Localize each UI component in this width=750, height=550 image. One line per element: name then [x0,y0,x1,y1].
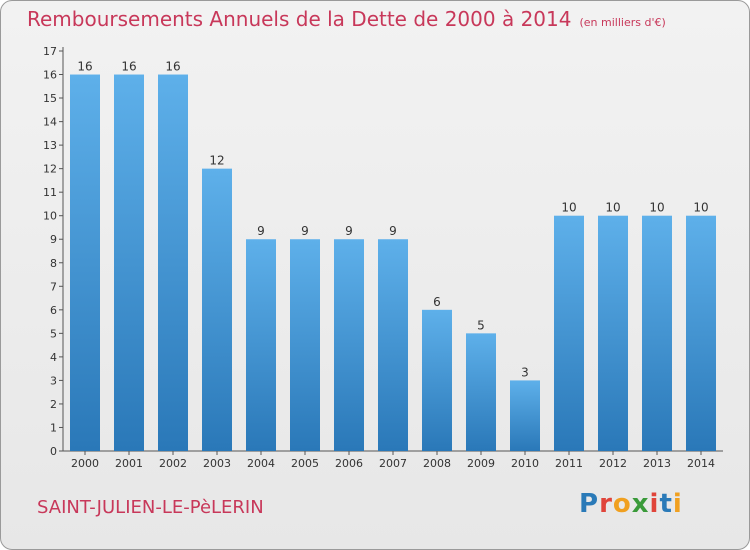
y-tick-label: 3 [50,374,57,387]
y-tick-label: 5 [50,327,57,340]
bar [70,74,100,451]
bar [378,239,408,451]
bar [334,239,364,451]
y-tick-label: 7 [50,280,57,293]
bar [158,74,188,451]
x-tick-label: 2011 [555,457,583,470]
x-tick-label: 2009 [467,457,495,470]
y-tick-label: 2 [50,398,57,411]
bar-value-label: 9 [301,224,309,238]
unit-note: (en milliers d'€) [579,16,666,29]
bar [642,215,672,451]
x-tick-label: 2010 [511,457,539,470]
bar-value-label: 6 [433,295,441,309]
bar-value-label: 16 [77,60,92,74]
y-tick-label: 12 [43,163,57,176]
proxiti-logo: Proxiti [579,489,683,519]
y-tick-label: 8 [50,257,57,270]
bar [202,168,232,451]
bar-value-label: 10 [693,201,708,215]
y-tick-label: 10 [43,210,57,223]
y-tick-label: 9 [50,233,57,246]
bar-value-label: 10 [649,201,664,215]
y-tick-label: 13 [43,139,57,152]
y-tick-label: 11 [43,186,57,199]
x-tick-label: 2000 [71,457,99,470]
bar-value-label: 5 [477,318,485,332]
bar-value-label: 16 [165,60,180,74]
y-tick-label: 1 [50,421,57,434]
bar-value-label: 3 [521,365,529,379]
x-tick-label: 2006 [335,457,363,470]
bar-value-label: 9 [345,224,353,238]
bar [686,215,716,451]
x-tick-label: 2008 [423,457,451,470]
bar [466,333,496,451]
bar-value-label: 10 [561,201,576,215]
bar-value-label: 10 [605,201,620,215]
y-tick-label: 4 [50,351,57,364]
x-tick-label: 2007 [379,457,407,470]
bar [114,74,144,451]
x-tick-label: 2013 [643,457,671,470]
bar-value-label: 9 [389,224,397,238]
bar-value-label: 12 [209,154,224,168]
bar [554,215,584,451]
x-tick-label: 2001 [115,457,143,470]
x-tick-label: 2002 [159,457,187,470]
x-tick-label: 2005 [291,457,319,470]
bar-value-label: 9 [257,224,265,238]
chart-title: Remboursements Annuels de la Dette de 20… [27,7,666,31]
bar [422,309,452,451]
y-tick-label: 16 [43,69,57,82]
bar [246,239,276,451]
x-tick-label: 2004 [247,457,275,470]
x-tick-label: 2012 [599,457,627,470]
bar [510,380,540,451]
chart-title-text: Remboursements Annuels de la Dette de 20… [27,7,572,31]
y-tick-label: 14 [43,116,57,129]
commune-name: SAINT-JULIEN-LE-PèLERIN [37,497,264,518]
bar [598,215,628,451]
y-tick-label: 15 [43,92,57,105]
bar-value-label: 16 [121,60,136,74]
x-tick-label: 2014 [687,457,715,470]
x-tick-label: 2003 [203,457,231,470]
y-tick-label: 17 [43,45,57,58]
y-tick-label: 6 [50,304,57,317]
y-tick-label: 0 [50,445,57,458]
bar [290,239,320,451]
